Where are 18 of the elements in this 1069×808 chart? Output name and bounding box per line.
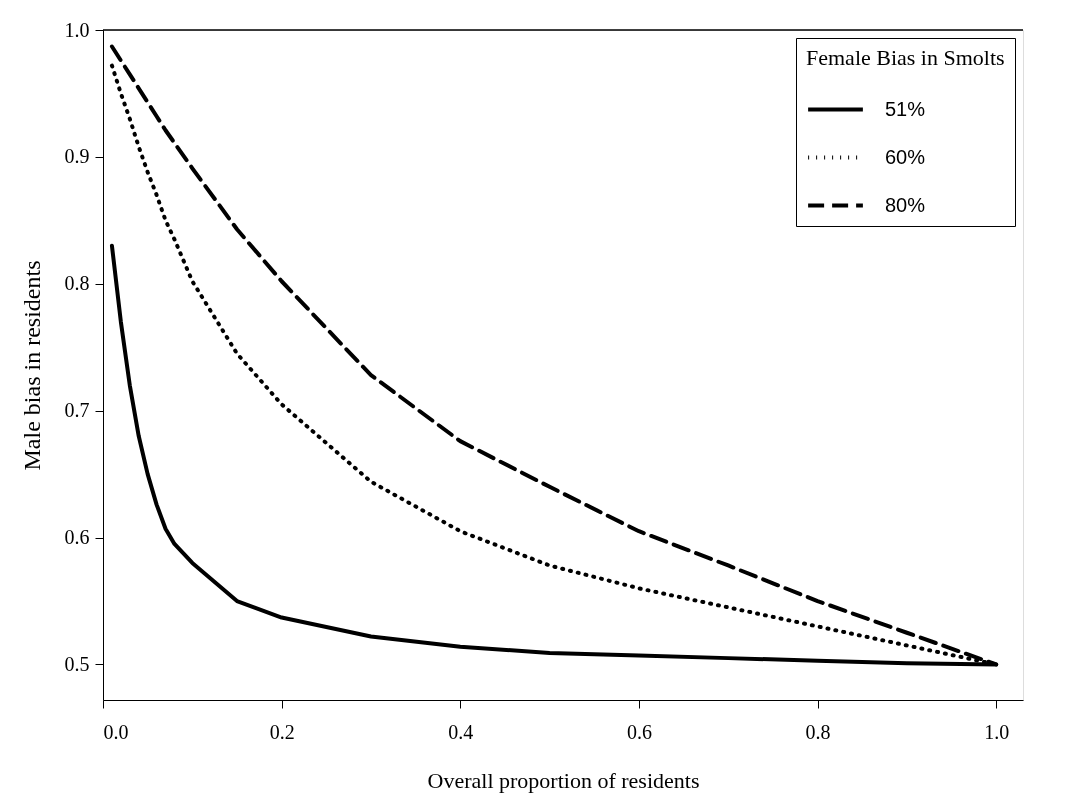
x-tick-label: 0.4 [448, 720, 474, 743]
y-tick-label: 0.9 [64, 145, 90, 168]
y-tick-label: 0.7 [64, 399, 90, 422]
x-tick-label: 0.8 [805, 720, 831, 743]
y-tick-label: 0.5 [64, 652, 90, 675]
x-tick-label: 1.0 [984, 720, 1010, 743]
legend-label: 60% [885, 145, 926, 168]
legend-label: 51% [885, 97, 926, 120]
legend-label: 80% [885, 193, 926, 216]
y-axis-title: Male bias in residents [18, 260, 45, 471]
x-tick-label: 0.6 [626, 720, 652, 743]
x-axis-title: Overall proportion of residents [427, 767, 700, 793]
x-tick-label: 0.2 [269, 720, 295, 743]
legend-title: Female Bias in Smolts [806, 45, 1005, 70]
x-tick-label: 0.0 [103, 720, 129, 743]
y-tick-label: 0.6 [64, 526, 90, 549]
y-tick-label: 1.0 [64, 18, 90, 41]
y-tick-label: 0.8 [64, 272, 90, 295]
